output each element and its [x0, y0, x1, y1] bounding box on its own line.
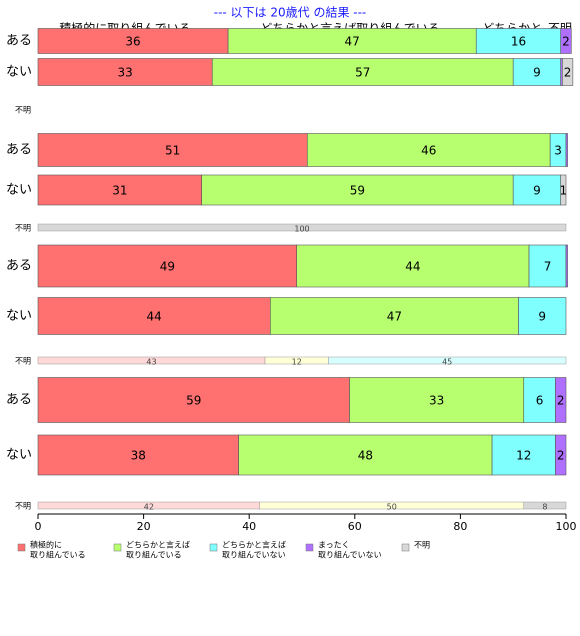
- legend-label: 取り組んでいる: [30, 550, 86, 560]
- bar-value-label: 33: [429, 394, 444, 408]
- legend-label: 取り組んでいない: [318, 550, 382, 560]
- unknown-value-label: 12: [292, 358, 302, 367]
- bar-segment: [211, 58, 514, 86]
- legend-label: 不明: [414, 541, 430, 550]
- bar-value-label: 2: [557, 449, 565, 463]
- bar-segment: [201, 174, 514, 206]
- bar-value-label: 12: [516, 449, 531, 463]
- bar-value-label: 38: [131, 449, 146, 463]
- bar-value-label: 31: [112, 184, 127, 198]
- row-label: ない: [6, 309, 32, 324]
- bar-segment: [512, 174, 562, 206]
- row-label: ある: [6, 393, 32, 408]
- unknown-value-label: 100: [294, 225, 309, 234]
- bar-value-label: 9: [538, 310, 546, 324]
- row-label: ない: [6, 448, 32, 463]
- bar-value-label: 44: [147, 310, 162, 324]
- bar-segment: [560, 174, 567, 206]
- x-tick-label: 20: [137, 520, 151, 533]
- legend-swatch: [113, 543, 122, 552]
- legend-label: 積極的に: [30, 540, 62, 550]
- unknown-row-label: 不明: [15, 357, 31, 366]
- bar-segment: [491, 434, 556, 476]
- legend-label: 取り組んでいない: [222, 550, 286, 560]
- bar-segment: [238, 434, 493, 476]
- bar-segment: [560, 28, 572, 54]
- bar-segment: [518, 297, 567, 335]
- bar-value-label: 59: [350, 184, 365, 198]
- bar-segment: [565, 244, 568, 288]
- bar-segment: [528, 244, 567, 288]
- bar-value-label: 49: [160, 260, 175, 274]
- bar-value-label: 9: [533, 184, 541, 198]
- bar-value-label: 47: [387, 310, 402, 324]
- bar-value-label: 6: [536, 394, 544, 408]
- row-label: ない: [6, 183, 32, 198]
- bar-segment: [227, 28, 477, 54]
- bar-value-label: 36: [125, 35, 140, 49]
- legend-label: どちらかと言えば: [126, 540, 190, 550]
- unknown-value-label: 42: [144, 503, 154, 512]
- legend-swatch: [401, 543, 410, 552]
- bar-segment: [37, 434, 239, 476]
- x-tick-label: 0: [35, 520, 42, 533]
- unknown-row-label: 不明: [15, 502, 31, 511]
- bar-segment: [37, 174, 202, 206]
- bar-value-label: 7: [544, 260, 552, 274]
- legend-label: どちらかと言えば: [222, 540, 286, 550]
- bar-segment: [37, 58, 213, 86]
- bar-segment: [306, 133, 551, 167]
- bar-segment: [37, 377, 350, 423]
- bar-segment: [555, 377, 567, 423]
- legend-swatch: [17, 543, 26, 552]
- legend-label: 取り組んでいる: [126, 550, 182, 560]
- row-label: ある: [6, 34, 32, 49]
- bar-segment: [37, 244, 298, 288]
- x-tick-label: 40: [242, 520, 256, 533]
- unknown-row-label: 不明: [15, 224, 31, 233]
- bar-value-label: 44: [405, 260, 420, 274]
- bar-value-label: 3: [554, 144, 562, 158]
- bar-segment: [565, 133, 568, 167]
- bar-segment: [37, 133, 308, 167]
- bar-segment: [562, 58, 574, 86]
- bar-value-label: 2: [562, 35, 570, 49]
- unknown-value-label: 8: [542, 503, 547, 512]
- bar-value-label: 2: [557, 394, 565, 408]
- bar-value-label: 2: [564, 66, 572, 80]
- bar-value-label: 33: [117, 66, 132, 80]
- legend-label: まったく: [318, 541, 350, 550]
- bar-value-label: 1: [560, 184, 568, 198]
- unknown-value-label: 43: [146, 358, 156, 367]
- bar-segment: [475, 28, 562, 54]
- bar-value-label: 51: [165, 144, 180, 158]
- bar-value-label: 57: [355, 66, 370, 80]
- row-label: ある: [6, 143, 32, 158]
- bar-value-label: 59: [186, 394, 201, 408]
- legend-swatch: [305, 543, 314, 552]
- unknown-value-label: 50: [387, 503, 397, 512]
- unknown-bar-segment: [523, 501, 567, 510]
- bar-segment: [555, 434, 567, 476]
- row-label: ある: [6, 259, 32, 274]
- x-tick-label: 80: [453, 520, 467, 533]
- bar-segment: [270, 297, 519, 335]
- bar-value-label: 9: [533, 66, 541, 80]
- bar-value-label: 16: [511, 35, 526, 49]
- unknown-bar-segment: [37, 223, 567, 232]
- bar-value-label: 47: [345, 35, 360, 49]
- bar-segment: [37, 297, 271, 335]
- x-tick-label: 100: [556, 520, 577, 533]
- unknown-value-label: 45: [442, 358, 452, 367]
- bar-segment: [523, 377, 556, 423]
- legend-swatch: [209, 543, 218, 552]
- unknown-bar-segment: [328, 356, 567, 365]
- x-tick-label: 60: [348, 520, 362, 533]
- bar-value-label: 46: [421, 144, 436, 158]
- group-title: --- 以下は 20歳代 の結果 ---: [214, 6, 367, 20]
- row-label: ない: [6, 65, 32, 80]
- bar-value-label: 48: [358, 449, 373, 463]
- unknown-row-label: 不明: [15, 106, 31, 115]
